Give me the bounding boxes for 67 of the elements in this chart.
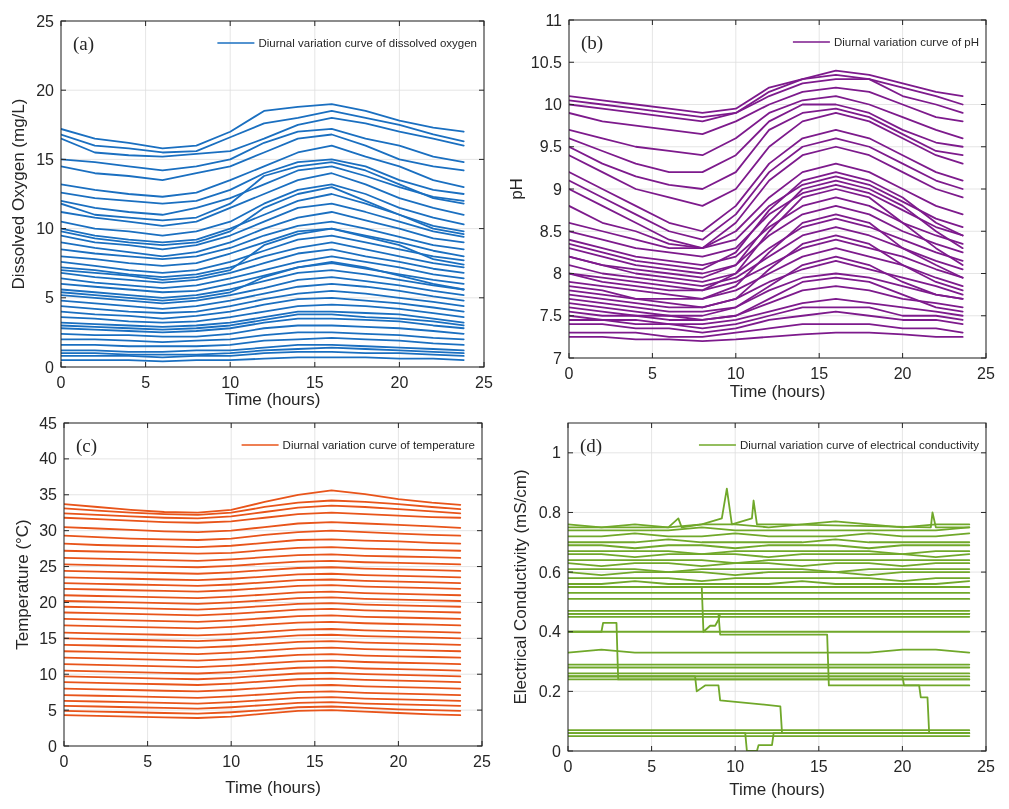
y-tick-label: 5 [45, 289, 55, 307]
x-axis-title: Time (hours) [224, 390, 321, 409]
text: (c) [76, 435, 98, 457]
y-tick-label: 10.5 [530, 53, 563, 71]
x-tick-label: 10 [726, 758, 745, 775]
x-axis-title: Time (hours) [729, 382, 826, 401]
y-tick-label: 20 [36, 81, 55, 99]
text: (b) [581, 32, 604, 54]
y-axis-title: Electrical Conductivity (mS/cm) [511, 469, 530, 705]
legend-label: Diurnal variation curve of dissolved oxygen [258, 37, 478, 49]
text: (d) [580, 435, 603, 457]
x-tick-label: 15 [305, 753, 324, 770]
x-tick-label: 0 [59, 753, 69, 770]
x-tick-label: 25 [473, 753, 491, 770]
y-tick-label: 35 [39, 486, 58, 504]
x-tick-label: 5 [647, 365, 657, 382]
x-tick-label: 15 [809, 758, 828, 775]
y-tick-label: 11 [545, 11, 563, 29]
x-axis-title: Time (hours) [729, 780, 825, 799]
y-tick-label: 10 [544, 96, 563, 113]
x-tick-label: 0 [564, 365, 574, 382]
x-tick-label: 15 [305, 374, 324, 391]
x-tick-label: 25 [977, 365, 995, 382]
y-axis-title: pH [507, 178, 526, 200]
x-tick-label: 5 [141, 374, 151, 391]
x-tick-label: 20 [390, 374, 409, 391]
y-axis-title: Temperature (°C) [13, 519, 32, 650]
x-tick-label: 10 [222, 753, 241, 770]
y-tick-label: 5 [48, 701, 58, 719]
y-axis-title: Dissolved Oxygen (mg/L) [9, 98, 28, 290]
y-tick-label: 8 [553, 265, 563, 282]
y-tick-label: 45 [39, 414, 58, 432]
x-tick-label: 25 [475, 374, 493, 391]
y-tick-label: 25 [36, 12, 55, 30]
x-tick-label: 5 [143, 753, 153, 770]
y-tick-label: 25 [39, 558, 58, 576]
legend-label: Diurnal variation curve of temperature [282, 439, 476, 451]
x-tick-label: 5 [647, 758, 657, 775]
text: (a) [73, 33, 95, 55]
y-tick-label: 0 [48, 737, 58, 755]
legend-label: Diurnal variation curve of pH [833, 36, 979, 48]
y-tick-label: 15 [39, 629, 58, 647]
x-axis-title: Time (hours) [225, 778, 321, 797]
x-tick-label: 10 [726, 365, 745, 382]
y-tick-label: 30 [39, 522, 58, 540]
y-tick-label: 10 [36, 220, 55, 238]
y-tick-label: 7 [553, 349, 563, 367]
x-tick-label: 20 [893, 365, 912, 382]
y-tick-label: 40 [39, 450, 58, 468]
y-tick-label: 7.5 [539, 307, 563, 325]
y-tick-label: 15 [36, 150, 55, 168]
y-tick-label: 0.2 [538, 682, 562, 700]
y-tick-label: 8.5 [539, 222, 563, 240]
y-tick-label: 20 [39, 593, 58, 611]
legend-label: Diurnal variation curve of electrical conductivity [739, 439, 980, 451]
y-tick-label: 0.6 [538, 563, 562, 581]
y-tick-label: 9 [553, 180, 563, 198]
x-tick-label: 15 [810, 365, 829, 382]
x-tick-label: 20 [389, 753, 408, 770]
y-tick-label: 0.8 [538, 503, 562, 521]
x-tick-label: 25 [977, 758, 995, 775]
x-tick-label: 20 [893, 758, 912, 775]
y-tick-label: 10 [39, 665, 58, 683]
y-tick-label: 0.4 [538, 623, 562, 641]
x-tick-label: 10 [221, 374, 240, 391]
y-tick-label: 1 [552, 444, 562, 462]
y-tick-label: 9.5 [539, 138, 563, 156]
